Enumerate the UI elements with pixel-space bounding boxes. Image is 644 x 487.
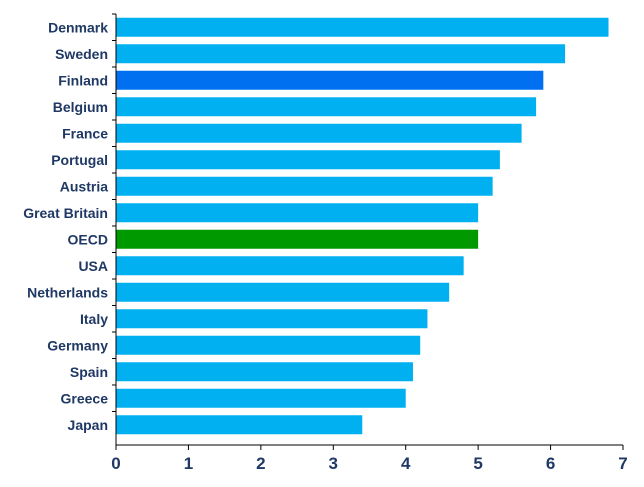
category-label-italy: Italy	[80, 311, 108, 327]
category-label-france: France	[62, 125, 108, 141]
bar-denmark	[116, 17, 609, 37]
category-label-belgium: Belgium	[53, 99, 108, 115]
x-tick-label: 3	[329, 454, 338, 473]
category-label-finland: Finland	[58, 72, 108, 88]
category-label-japan: Japan	[68, 417, 108, 433]
x-tick-label: 7	[618, 454, 627, 473]
category-label-greece: Greece	[61, 390, 109, 406]
bar-japan	[116, 415, 363, 435]
category-label-denmark: Denmark	[48, 19, 108, 35]
bar-austria	[116, 176, 493, 196]
category-label-sweden: Sweden	[55, 46, 108, 62]
x-tick-label: 2	[256, 454, 265, 473]
bar-spain	[116, 362, 413, 382]
bar-germany	[116, 335, 421, 355]
bar-finland	[116, 70, 544, 90]
x-tick-label: 1	[184, 454, 193, 473]
bar-france	[116, 123, 522, 143]
x-tick-label: 0	[111, 454, 120, 473]
category-label-austria: Austria	[60, 178, 108, 194]
category-label-usa: USA	[78, 258, 108, 274]
tick-labels: 0 1 2 3 4 5 6 7	[111, 454, 627, 473]
category-label-spain: Spain	[70, 364, 108, 380]
bar-belgium	[116, 97, 537, 117]
category-labels: Denmark Sweden Finland Belgium France Portuga…	[23, 19, 108, 433]
bar-sweden	[116, 44, 566, 64]
bar-netherlands	[116, 282, 450, 302]
category-label-germany: Germany	[47, 337, 108, 353]
bar-greece	[116, 388, 406, 408]
bar-oecd	[116, 229, 479, 249]
bar-portugal	[116, 150, 500, 170]
category-label-portugal: Portugal	[51, 152, 108, 168]
category-label-oecd: OECD	[68, 231, 108, 247]
bar-great-britain	[116, 203, 479, 223]
category-label-netherlands: Netherlands	[27, 284, 108, 300]
x-tick-label: 5	[473, 454, 482, 473]
axes	[112, 13, 624, 450]
x-tick-label: 4	[401, 454, 411, 473]
bars-group	[116, 17, 609, 435]
category-label-great-britain: Great Britain	[23, 205, 108, 221]
bar-usa	[116, 256, 464, 276]
x-tick-label: 6	[546, 454, 555, 473]
bar-italy	[116, 309, 428, 329]
